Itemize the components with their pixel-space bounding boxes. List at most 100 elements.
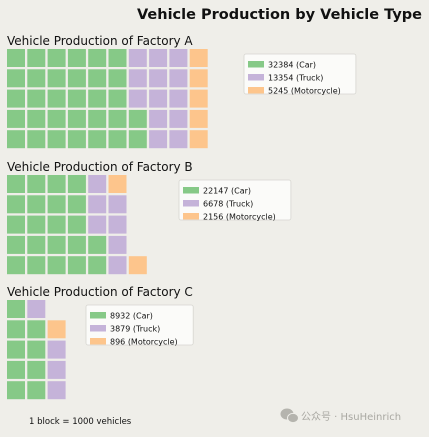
waffle-block-car: [108, 69, 127, 88]
waffle-block-truck: [108, 256, 127, 275]
legend-box: [178, 179, 292, 221]
waffle-block-truck: [128, 49, 147, 67]
waffle-block-motorcycle: [128, 256, 147, 275]
waffle-block-car: [47, 235, 66, 254]
legend-box: [85, 304, 194, 346]
waffle-block-car: [27, 340, 46, 359]
waffle-block-truck: [169, 109, 188, 128]
waffle-block-car: [67, 89, 86, 108]
wechat-icon: [280, 408, 299, 424]
waffle-block-car: [47, 130, 66, 149]
waffle-block-car: [27, 256, 46, 275]
waffle-panel-1: Vehicle Production of Factory A 32384 (Ca…: [7, 34, 357, 149]
waffle-block-car: [88, 89, 107, 108]
legend-label: 8932 (Car): [110, 312, 153, 321]
waffle-block-truck: [149, 69, 168, 88]
legend: 32384 (Car) 13354 (Truck) 5245 (Motorcycle…: [243, 53, 357, 96]
waffle-block-car: [27, 69, 46, 88]
waffle-block-car: [88, 69, 107, 88]
waffle-block-car: [7, 49, 25, 67]
waffle-block-motorcycle: [189, 109, 208, 128]
waffle-block-car: [7, 215, 25, 234]
legend-swatch-car: [248, 61, 264, 68]
waffle-block-car: [47, 109, 66, 128]
waffle-block-truck: [47, 340, 66, 359]
waffle-block-car: [67, 215, 86, 234]
waffle-block-car: [7, 175, 25, 193]
waffle-block-car: [7, 300, 25, 318]
panel-title: Vehicle Production of Factory C: [7, 285, 193, 299]
waffle-block-car: [47, 49, 66, 67]
legend: 22147 (Car) 6678 (Truck) 2156 (Motorcycle): [178, 179, 292, 222]
waffle-block-truck: [149, 130, 168, 149]
waffle-block-car: [27, 215, 46, 234]
waffle-block-car: [128, 130, 147, 149]
waffle-block-car: [67, 69, 86, 88]
legend-label: 22147 (Car): [203, 187, 251, 196]
waffle-block-car: [67, 235, 86, 254]
legend-swatch-motorcycle: [248, 87, 264, 94]
waffle-block-truck: [169, 89, 188, 108]
waffle-block-truck: [27, 300, 46, 318]
waffle-block-truck: [108, 195, 127, 214]
waffle-block-car: [108, 49, 127, 67]
waffle-block-car: [88, 109, 107, 128]
waffle-block-car: [47, 256, 66, 275]
waffle-block-car: [128, 109, 147, 128]
waffle-block-car: [108, 89, 127, 108]
footnote: 1 block = 1000 vehicles: [29, 417, 132, 427]
watermark-text: 公众号 · HsuHeinrich: [301, 411, 401, 423]
legend-box: [243, 53, 357, 95]
waffle-block-car: [27, 195, 46, 214]
waffle-block-motorcycle: [189, 89, 208, 108]
waffle-block-motorcycle: [47, 320, 66, 339]
waffle-block-truck: [108, 215, 127, 234]
waffle-block-car: [108, 109, 127, 128]
waffle-block-truck: [88, 215, 107, 234]
legend-swatch-truck: [90, 325, 106, 332]
panel-title: Vehicle Production of Factory B: [7, 160, 193, 174]
waffle-block-car: [67, 175, 86, 193]
waffle-block-car: [27, 235, 46, 254]
waffle-block-truck: [149, 109, 168, 128]
waffle-block-car: [47, 215, 66, 234]
waffle-block-car: [67, 109, 86, 128]
waffle-block-truck: [128, 69, 147, 88]
waffle-block-car: [67, 256, 86, 275]
waffle-block-car: [88, 256, 107, 275]
waffle-block-car: [27, 175, 46, 193]
waffle-block-car: [27, 89, 46, 108]
waffle-block-car: [7, 69, 25, 88]
waffle-block-car: [7, 130, 25, 149]
waffle-block-car: [88, 235, 107, 254]
waffle-block-car: [67, 49, 86, 67]
waffle-block-car: [27, 130, 46, 149]
legend-swatch-motorcycle: [183, 213, 199, 220]
legend-label: 32384 (Car): [268, 61, 316, 70]
legend-label: 6678 (Truck): [203, 200, 253, 209]
legend-swatch-truck: [183, 200, 199, 207]
watermark: 公众号 · HsuHeinrich: [280, 408, 401, 424]
waffle-block-truck: [88, 195, 107, 214]
waffle-block-car: [47, 195, 66, 214]
waffle-block-car: [27, 320, 46, 339]
waffle-block-car: [47, 69, 66, 88]
waffle-block-car: [67, 195, 86, 214]
waffle-block-car: [7, 320, 25, 339]
waffle-block-car: [7, 360, 25, 379]
waffle-block-motorcycle: [108, 175, 127, 193]
waffle-block-car: [108, 130, 127, 149]
waffle-block-car: [88, 49, 107, 67]
legend-swatch-car: [90, 312, 106, 319]
waffle-block-truck: [128, 89, 147, 108]
waffle-block-car: [7, 235, 25, 254]
legend-label: 13354 (Truck): [268, 74, 323, 83]
waffle-block-motorcycle: [189, 49, 208, 67]
waffle-block-motorcycle: [189, 130, 208, 149]
waffle-block-car: [27, 109, 46, 128]
waffle-block-car: [27, 360, 46, 379]
waffle-block-car: [7, 381, 25, 400]
waffle-block-car: [7, 340, 25, 359]
waffle-block-truck: [169, 130, 188, 149]
